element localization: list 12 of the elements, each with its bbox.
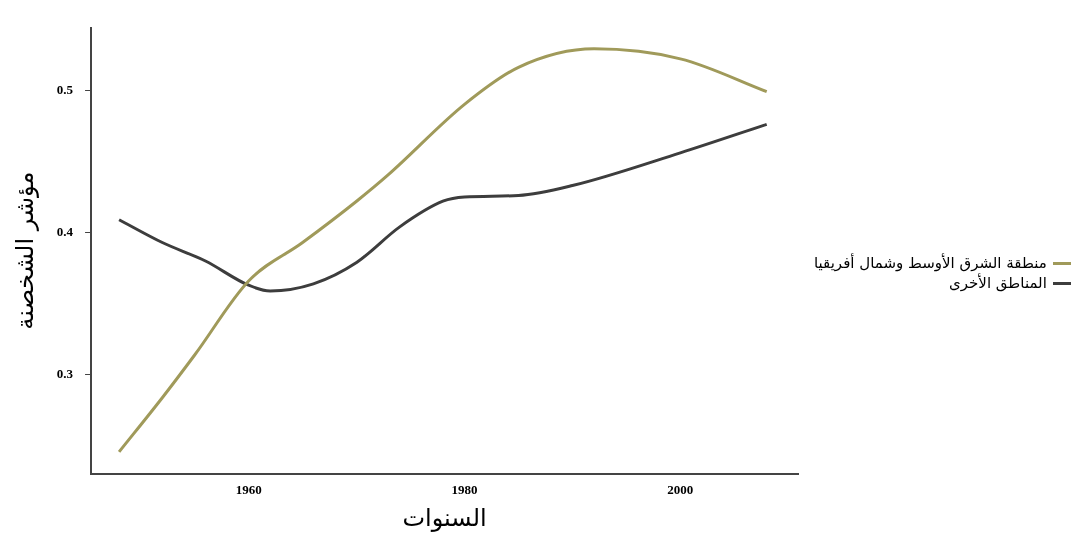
x-tick-label: 1960 — [235, 481, 262, 497]
legend-label: منطقة الشرق الأوسط وشمال أفريقيا — [814, 253, 1047, 273]
line-series — [117, 47, 769, 454]
line-series — [117, 122, 769, 293]
y-tick-label: 0.5 — [56, 81, 74, 97]
legend-label: المناطق الأخرى — [949, 273, 1047, 293]
x-axis-title: السنوات — [402, 503, 487, 532]
x-tick-label: 2000 — [667, 481, 694, 497]
x-tick-label: 1980 — [451, 481, 478, 497]
y-tick-label: 0.4 — [56, 223, 74, 239]
y-tick-label: 0.3 — [56, 366, 74, 382]
y-axis-title: مؤشر الشخصنة — [10, 171, 39, 330]
